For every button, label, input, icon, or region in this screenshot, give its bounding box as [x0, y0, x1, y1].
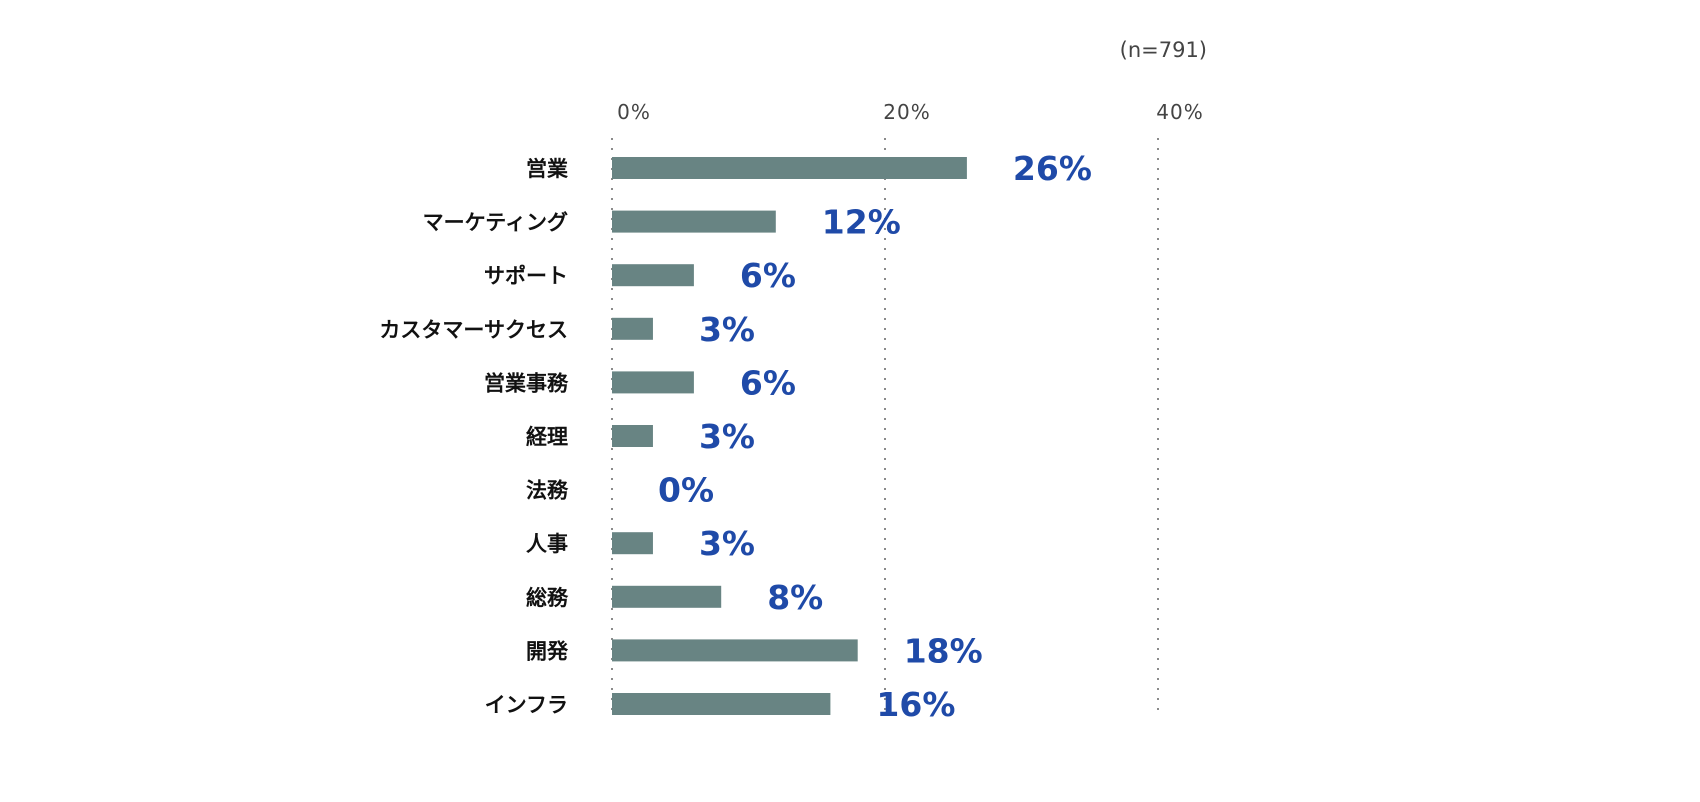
bar [612, 157, 967, 179]
value-label: 26% [1013, 149, 1092, 188]
bar [612, 532, 653, 555]
grid-lines [611, 138, 1159, 714]
category-label: 法務 [526, 479, 569, 503]
category-label: 総務 [526, 586, 569, 610]
bar [612, 371, 694, 394]
category-label: インフラ [485, 693, 568, 717]
value-label: 6% [740, 256, 796, 295]
bar [612, 425, 653, 447]
value-label: 12% [822, 203, 901, 242]
value-label: 8% [767, 578, 823, 617]
category-label: 営業事務 [484, 371, 569, 395]
category-label: 開発 [526, 639, 569, 663]
sample-size-note: (n=791) [1120, 38, 1207, 62]
category-label: マーケティング [423, 211, 568, 235]
bar [612, 317, 653, 340]
value-label: 3% [699, 310, 755, 349]
x-tick-label: 0% [617, 100, 651, 124]
value-label: 3% [699, 524, 755, 563]
bar [612, 585, 722, 608]
value-label: 3% [699, 417, 755, 456]
bar [612, 693, 831, 715]
value-labels: 26% 12% 6% 3% 6% 3% 0% 3% 8% 18% 16% [658, 149, 1092, 724]
bar [612, 264, 694, 287]
category-label: 経理 [526, 425, 568, 449]
x-axis-ticks: 0% 20% 40% [617, 100, 1203, 124]
category-label: 人事 [526, 532, 568, 556]
x-tick-label: 40% [1156, 100, 1203, 124]
value-label: 18% [904, 631, 983, 670]
bars [612, 157, 967, 715]
value-label: 16% [876, 685, 955, 724]
category-label: 営業 [526, 157, 569, 181]
bar [612, 210, 776, 233]
category-label: サポート [484, 264, 568, 288]
x-tick-label: 20% [883, 100, 930, 124]
value-label: 6% [740, 363, 796, 402]
value-label: 0% [658, 471, 714, 510]
category-label: カスタマーサクセス [379, 318, 568, 342]
bar [612, 639, 858, 662]
